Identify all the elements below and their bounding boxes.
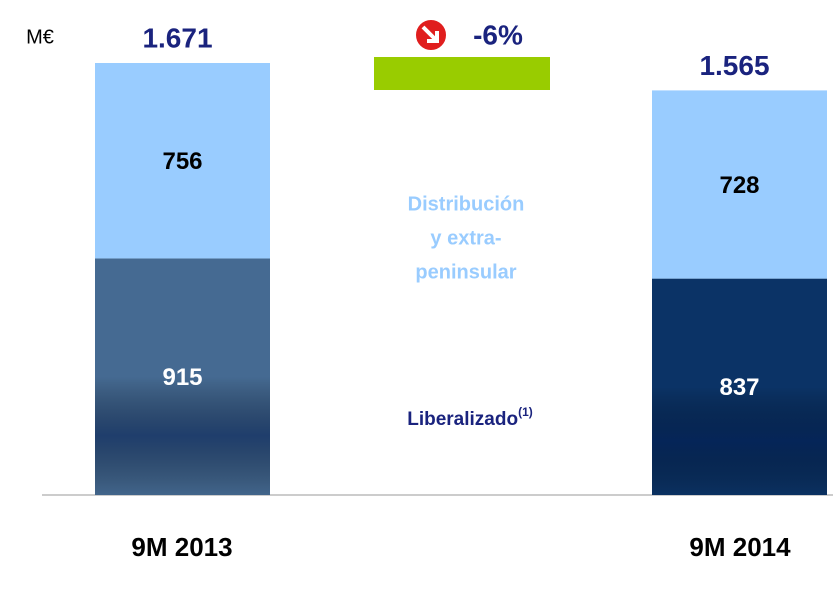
- legend-note: (1): [518, 405, 533, 419]
- bar-segment: [95, 63, 270, 259]
- total-label: 1.671: [142, 22, 212, 53]
- bar-shade: [652, 278, 827, 495]
- legend-label: Liberalizado(1): [407, 405, 533, 430]
- total-label: 1.565: [699, 50, 769, 81]
- legend-label: peninsular: [415, 261, 516, 283]
- bar-shade: [95, 258, 270, 495]
- legend-label: y extra-: [430, 227, 501, 249]
- legend-label: Distribución: [408, 193, 525, 215]
- value-label: 728: [719, 172, 759, 199]
- legend-name: Liberalizado: [407, 409, 518, 430]
- unit-label: M€: [26, 26, 54, 48]
- value-label: 915: [162, 364, 202, 391]
- change-icon: [414, 18, 448, 52]
- bar-segment: [652, 90, 827, 279]
- value-label: 837: [719, 374, 759, 401]
- category-label: 9M 2013: [131, 532, 232, 562]
- category-label: 9M 2014: [689, 532, 791, 562]
- change-bar: [374, 57, 550, 90]
- value-label: 756: [162, 148, 202, 175]
- change-label: -6%: [473, 19, 523, 50]
